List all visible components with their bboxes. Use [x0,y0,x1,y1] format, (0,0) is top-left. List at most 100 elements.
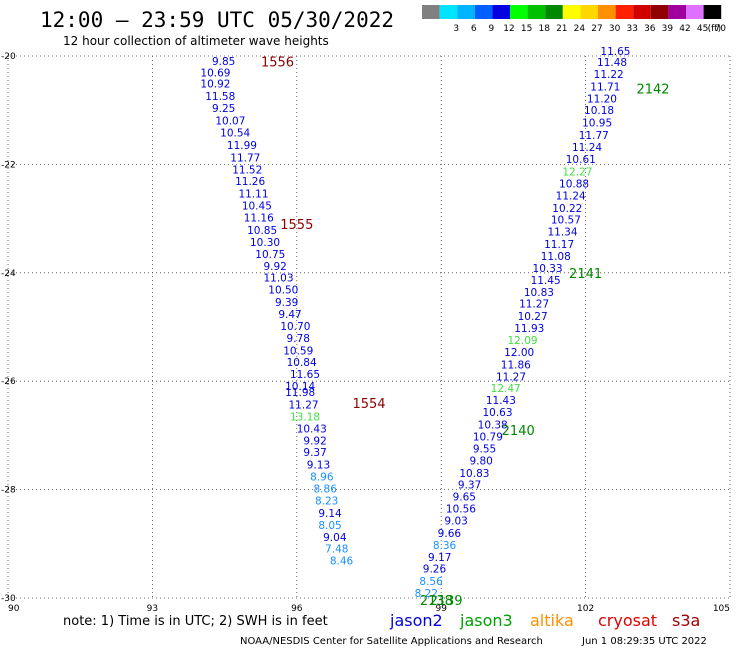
wave-height-point: 11.86 [501,359,531,371]
wave-height-point: 10.50 [268,285,298,297]
wave-height-point: 11.24 [572,142,602,154]
wave-height-point: 11.11 [238,189,268,201]
scale-label: 24 [574,24,586,34]
wave-height-point: 10.59 [283,345,313,357]
scale-swatch [457,5,475,19]
y-tick-label: -22 [1,160,16,170]
wave-height-point: 12.27 [562,166,592,178]
scale-label: 27 [591,24,602,34]
wave-height-point: 10.43 [297,423,327,435]
wave-height-point: 9.26 [423,564,447,576]
scale-swatch [474,5,493,19]
wave-height-point: 11.22 [594,69,624,81]
wave-height-point: 11.58 [205,91,235,103]
pass-number-label: 2142 [636,83,669,98]
wave-height-point: 10.95 [582,118,612,130]
wave-height-point: 11.77 [230,152,260,164]
satellite-legend-item: jason3 [459,611,513,630]
wave-height-point: 10.88 [559,178,589,190]
chart-subtitle: 12 hour collection of altimeter wave hei… [63,34,329,48]
y-tick-label: -30 [1,594,16,604]
wave-height-point: 10.83 [524,287,554,299]
wave-height-point: 10.63 [482,407,512,419]
scale-label: 70 [714,24,726,34]
scale-swatch [492,5,510,19]
wave-height-point: 9.17 [428,552,451,564]
wave-height-point: 11.17 [544,239,574,251]
satellite-legend-item: s3a [672,611,700,630]
scale-swatch [703,5,722,19]
wave-height-point: 10.84 [287,357,317,369]
satellite-legend-item: altika [530,611,574,630]
wave-height-point: 12.00 [504,347,534,359]
chart-title: 12:00 – 23:59 UTC 05/30/2022 [40,8,394,32]
pass-number-label: 1556 [261,55,294,70]
wave-height-point: 13.18 [290,411,320,423]
scale-label: 9 [489,24,495,34]
wave-height-point: 11.98 [285,387,315,399]
satellite-legend: jason2 jason3 altika cryosat s3a [389,611,700,630]
wave-height-point: 11.45 [531,275,561,287]
scale-swatch [422,5,440,19]
satellite-legend-item: cryosat [598,611,657,630]
wave-height-point: 11.27 [519,299,549,311]
wave-height-point: 11.93 [514,323,544,335]
wave-height-point: 11.65 [600,46,630,58]
wave-height-point: 9.92 [303,435,326,447]
x-tick-label: 105 [713,604,730,614]
scale-label: 3 [453,24,459,34]
wave-height-point: 8.86 [314,484,338,496]
footer-timestamp: Jun 1 08:29:35 UTC 2022 [581,636,707,647]
scale-label: 6 [471,24,477,34]
scale-swatch [598,5,616,19]
scale-swatch [686,5,704,19]
wave-height-point: 10.69 [200,67,230,79]
wave-height-point: 11.77 [579,130,609,142]
wave-height-point: 9.78 [287,333,310,345]
wave-height-point: 10.57 [551,215,581,227]
y-tick-label: -20 [1,52,16,62]
color-scale-legend: 3 6 9 12 15 18 21 24 27 30 33 36 39 42 45 70(ft) [422,5,726,34]
scale-swatch [510,5,528,19]
wave-height-point: 11.52 [232,164,262,176]
footer-credit: NOAA/NESDIS Center for Satellite Applica… [240,636,543,647]
wave-height-point: 8.56 [419,576,443,588]
scale-swatch [562,5,581,19]
wave-height-point: 10.79 [473,431,503,443]
wave-height-point: 11.27 [289,400,319,412]
scale-label: 45 [697,24,708,34]
wave-height-point: 12.09 [508,335,538,347]
y-tick-label: -28 [1,486,16,496]
wave-height-point: 10.18 [584,105,614,117]
wave-height-point: 10.22 [552,203,582,215]
wave-height-point: 8.36 [433,540,457,552]
scale-unit: (ft) [708,24,722,34]
wave-height-point: 9.03 [444,515,467,527]
wave-height-point: 8.96 [310,472,334,484]
pass-number-label: 2141 [569,267,602,282]
y-tick-label: -24 [1,269,16,279]
scale-swatch [580,5,598,19]
pass-number-label: 2139 [429,594,462,609]
scale-swatch [668,5,686,19]
wave-height-point: 11.48 [597,57,627,69]
scale-swatch [615,5,634,19]
scale-label: 21 [556,24,567,34]
scale-label: 15 [521,24,532,34]
wave-height-point: 10.70 [280,321,310,333]
wave-height-point: 11.20 [587,93,617,105]
wave-height-point: 11.65 [290,369,320,381]
scale-label: 42 [679,24,690,34]
x-tick-label: 93 [147,604,158,614]
x-tick-label: 102 [577,604,594,614]
wave-height-point: 10.27 [518,311,548,323]
wave-height-point: 9.65 [453,492,476,504]
scale-swatch [650,5,669,19]
satellite-legend-item: jason2 [389,611,443,630]
wave-height-point: 9.39 [275,297,298,309]
scale-label: 33 [626,24,637,34]
wave-height-point: 7.48 [325,544,348,556]
wave-height-point: 11.99 [227,140,257,152]
wave-height-point: 11.08 [541,251,571,263]
wave-height-point: 10.75 [255,249,285,261]
